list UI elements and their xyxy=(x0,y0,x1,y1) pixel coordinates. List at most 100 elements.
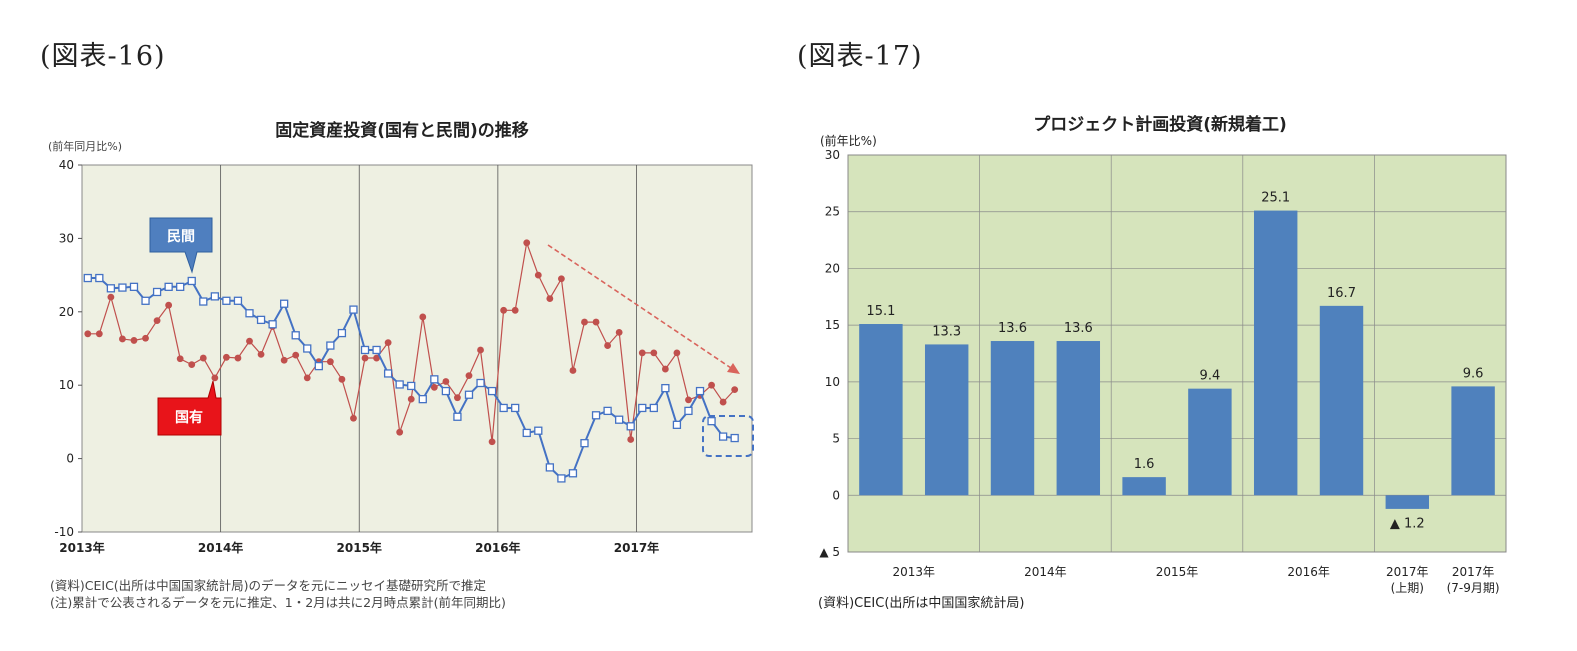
figure-label-16: (図表-16) xyxy=(40,41,166,72)
callout-state-label: 国有 xyxy=(175,409,203,426)
bar xyxy=(1319,305,1364,496)
data-point xyxy=(407,381,416,391)
data-point xyxy=(718,432,728,441)
data-point xyxy=(118,283,127,292)
data-point xyxy=(695,386,705,396)
x-tick-label: 2016年 xyxy=(1287,565,1330,579)
data-point xyxy=(488,438,496,446)
data-point xyxy=(580,439,589,448)
data-point xyxy=(95,273,104,283)
data-label: 13.3 xyxy=(932,324,961,339)
data-point xyxy=(522,428,531,438)
x-tick-label: 2017年 xyxy=(1452,565,1495,579)
data-point xyxy=(129,282,139,291)
data-label: 13.6 xyxy=(1064,321,1093,336)
x-tick-label: 2016年 xyxy=(475,540,520,555)
data-point xyxy=(303,344,312,353)
data-point xyxy=(546,295,554,302)
data-point xyxy=(419,313,427,321)
chart-title: プロジェクト計画投資(新規着工) xyxy=(1033,114,1287,135)
data-point xyxy=(165,301,173,309)
data-point xyxy=(557,275,565,283)
data-point xyxy=(153,317,161,325)
data-point xyxy=(396,428,404,436)
y-tick-label: 5 xyxy=(832,432,840,446)
figure-label-17: (図表-17) xyxy=(797,41,923,72)
y-tick-label: 40 xyxy=(59,158,74,172)
data-point xyxy=(511,306,519,314)
x-tick-label: 2015年 xyxy=(1156,565,1199,579)
data-point xyxy=(500,306,508,314)
bar xyxy=(1253,210,1298,496)
y-tick-label: 15 xyxy=(825,318,840,332)
data-point xyxy=(604,342,612,349)
data-point xyxy=(130,337,138,344)
data-point xyxy=(257,350,265,358)
data-point xyxy=(430,384,438,391)
bar xyxy=(1056,341,1101,496)
note-remark: (注)累計で公表されるデータを元に推定、1・2月は共に2月時点累計(前年同期比) xyxy=(50,595,506,610)
data-point xyxy=(360,345,370,355)
y-tick-label: 10 xyxy=(825,375,840,389)
data-point xyxy=(337,328,347,338)
chart-title: 固定資産投資(国有と民間)の推移 xyxy=(275,120,529,141)
data-point xyxy=(210,292,219,301)
data-point xyxy=(326,358,334,366)
data-point xyxy=(499,403,508,413)
data-point xyxy=(95,330,103,338)
data-point xyxy=(523,239,531,247)
data-point xyxy=(361,354,369,362)
data-point xyxy=(534,426,543,435)
data-label: 13.6 xyxy=(998,321,1027,336)
data-label: 1.6 xyxy=(1134,457,1155,472)
data-point xyxy=(373,354,380,362)
data-label: ▲ 1.2 xyxy=(1390,516,1425,531)
data-point xyxy=(280,356,288,364)
data-point xyxy=(418,394,427,404)
data-point xyxy=(511,403,520,413)
highlight-box xyxy=(702,415,754,457)
data-point xyxy=(684,406,693,416)
bar xyxy=(1188,388,1232,496)
data-point xyxy=(176,282,185,291)
data-point xyxy=(152,287,162,297)
bar xyxy=(1385,495,1430,509)
data-point xyxy=(187,276,196,286)
data-point xyxy=(349,305,358,314)
data-point xyxy=(372,345,381,355)
data-point xyxy=(638,403,647,413)
callout-state xyxy=(157,380,222,436)
data-point xyxy=(730,433,739,443)
x-tick-label: (7-9月期) xyxy=(1447,581,1500,595)
data-point xyxy=(487,386,497,396)
data-point xyxy=(661,365,669,373)
x-tick-label: 2014年 xyxy=(198,540,243,555)
data-label: 9.6 xyxy=(1463,366,1484,381)
y-tick-label: 25 xyxy=(825,205,840,219)
data-point xyxy=(350,414,357,422)
data-point xyxy=(107,293,115,301)
data-point xyxy=(685,396,692,404)
data-point xyxy=(164,282,173,291)
data-label: 15.1 xyxy=(866,304,895,319)
data-point xyxy=(383,369,393,378)
data-point xyxy=(326,341,335,350)
data-label: 16.7 xyxy=(1327,286,1356,301)
x-tick-label: 2015年 xyxy=(337,540,382,555)
data-point xyxy=(453,412,462,421)
data-point xyxy=(84,330,92,338)
bar xyxy=(924,344,969,496)
data-point xyxy=(314,361,323,371)
data-point xyxy=(661,383,670,393)
data-point xyxy=(615,328,623,336)
data-point xyxy=(141,296,150,305)
data-point xyxy=(626,422,635,431)
data-point xyxy=(338,375,346,383)
data-point xyxy=(650,349,658,357)
bar xyxy=(1122,477,1166,496)
data-point xyxy=(142,334,149,342)
data-point xyxy=(292,351,300,359)
data-point xyxy=(407,395,415,403)
data-point xyxy=(627,436,635,443)
y-tick-label: -10 xyxy=(54,525,74,539)
